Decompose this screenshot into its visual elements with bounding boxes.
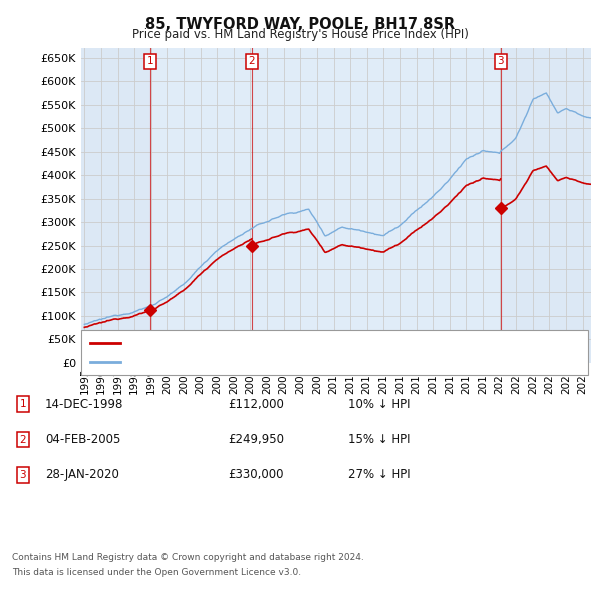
Text: 1: 1 (19, 399, 26, 409)
Text: £249,950: £249,950 (228, 433, 284, 446)
Text: 3: 3 (19, 470, 26, 480)
Text: 15% ↓ HPI: 15% ↓ HPI (348, 433, 410, 446)
Text: 3: 3 (497, 56, 504, 66)
Text: 2: 2 (19, 435, 26, 444)
Text: 28-JAN-2020: 28-JAN-2020 (45, 468, 119, 481)
Text: 1: 1 (147, 56, 154, 66)
Text: 85, TWYFORD WAY, POOLE, BH17 8SR: 85, TWYFORD WAY, POOLE, BH17 8SR (145, 17, 455, 31)
Text: £112,000: £112,000 (228, 398, 284, 411)
Text: 10% ↓ HPI: 10% ↓ HPI (348, 398, 410, 411)
Bar (150, 48, 252, 363)
Text: Price paid vs. HM Land Registry's House Price Index (HPI): Price paid vs. HM Land Registry's House … (131, 28, 469, 41)
Text: 14-DEC-1998: 14-DEC-1998 (45, 398, 124, 411)
Bar (252, 48, 501, 363)
Text: HPI: Average price, detached house, Bournemouth Christchurch and Poole: HPI: Average price, detached house, Bour… (126, 358, 514, 367)
Text: 27% ↓ HPI: 27% ↓ HPI (348, 468, 410, 481)
Text: 85, TWYFORD WAY, POOLE, BH17 8SR (detached house): 85, TWYFORD WAY, POOLE, BH17 8SR (detach… (126, 338, 418, 348)
Text: Contains HM Land Registry data © Crown copyright and database right 2024.: Contains HM Land Registry data © Crown c… (12, 553, 364, 562)
Text: 2: 2 (248, 56, 255, 66)
Text: This data is licensed under the Open Government Licence v3.0.: This data is licensed under the Open Gov… (12, 568, 301, 577)
Text: £330,000: £330,000 (228, 468, 284, 481)
Text: 04-FEB-2005: 04-FEB-2005 (45, 433, 121, 446)
